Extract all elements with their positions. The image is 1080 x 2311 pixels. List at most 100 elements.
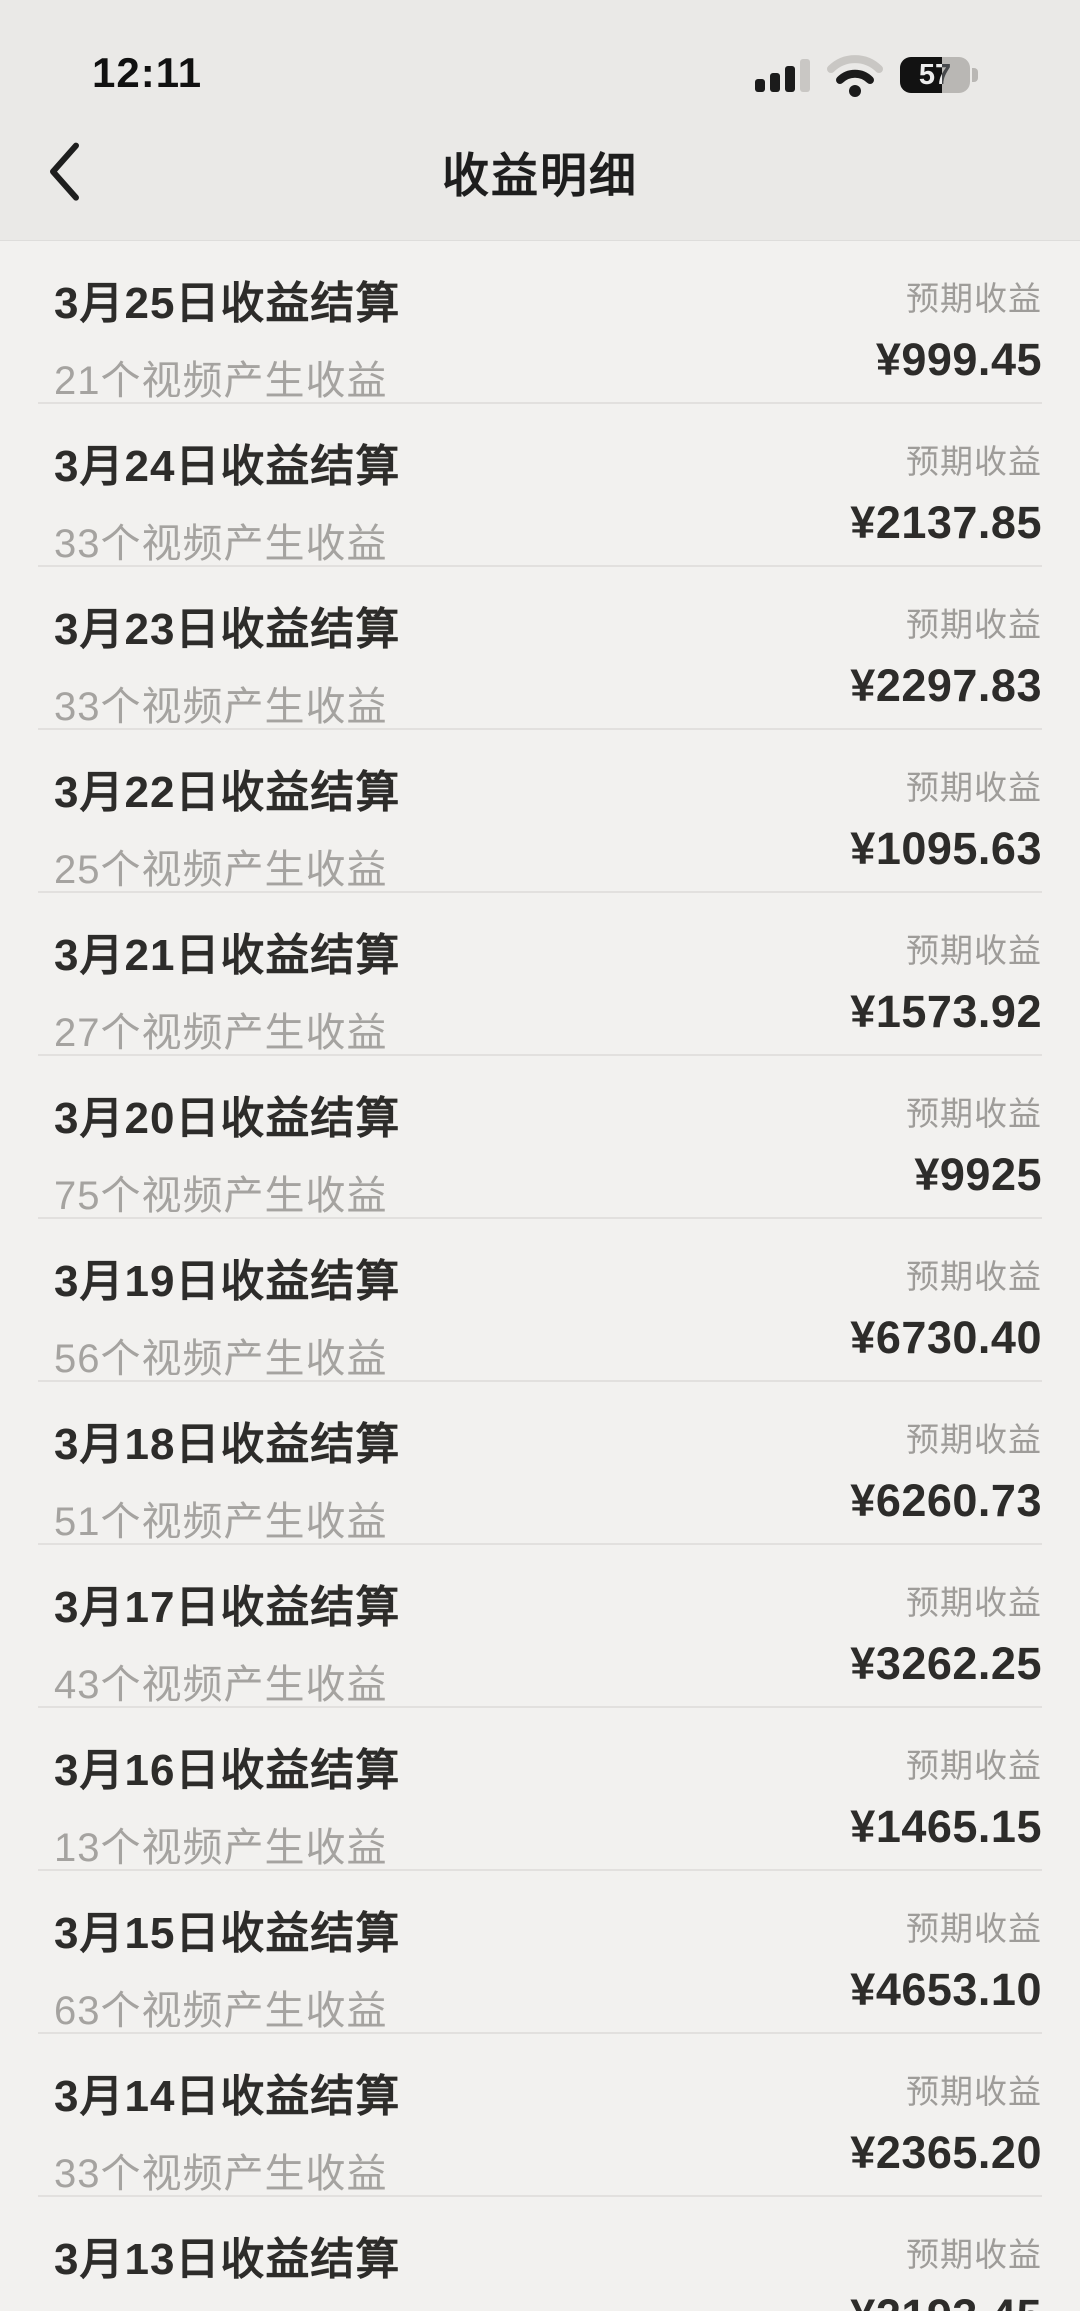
income-row[interactable]: 3月19日收益结算 56个视频产生收益 预期收益 ¥6730.40 — [38, 1219, 1042, 1382]
page-title: 收益明细 — [442, 148, 638, 202]
income-row-right: 预期收益 ¥4653.10 — [850, 1897, 1042, 2032]
income-row-right: 预期收益 ¥6260.73 — [850, 1408, 1042, 1543]
income-row-left: 3月14日收益结算 33个视频产生收益 — [54, 2060, 401, 2196]
income-row-right: 预期收益 ¥2297.83 — [850, 593, 1042, 728]
income-row[interactable]: 3月13日收益结算 34个视频产生收益 预期收益 ¥2193.45 — [38, 2197, 1042, 2311]
back-button[interactable] — [34, 136, 94, 206]
settlement-date: 3月22日收益结算 — [54, 768, 401, 817]
expected-income-amount: ¥1095.63 — [850, 823, 1042, 874]
income-row[interactable]: 3月15日收益结算 63个视频产生收益 预期收益 ¥4653.10 — [38, 1871, 1042, 2034]
income-list: 3月25日收益结算 21个视频产生收益 预期收益 ¥999.45 3月24日收益… — [0, 241, 1080, 2311]
income-row-left: 3月19日收益结算 56个视频产生收益 — [54, 1245, 401, 1381]
income-row[interactable]: 3月18日收益结算 51个视频产生收益 预期收益 ¥6260.73 — [38, 1382, 1042, 1545]
income-row-left: 3月23日收益结算 33个视频产生收益 — [54, 593, 401, 729]
videos-count: 56个视频产生收益 — [54, 1337, 388, 1381]
expected-income-amount: ¥2365.20 — [850, 2127, 1042, 2178]
expected-income-amount: ¥9925 — [914, 1149, 1042, 1200]
income-row[interactable]: 3月24日收益结算 33个视频产生收益 预期收益 ¥2137.85 — [38, 404, 1042, 567]
income-row-left: 3月16日收益结算 13个视频产生收益 — [54, 1734, 401, 1870]
videos-count: 27个视频产生收益 — [54, 1011, 388, 1055]
videos-count: 75个视频产生收益 — [54, 1174, 388, 1218]
expected-income-label: 预期收益 — [906, 606, 1042, 643]
videos-count: 34个视频产生收益 — [54, 2304, 400, 2311]
income-row-right: 预期收益 ¥2193.45 — [850, 2223, 1042, 2311]
expected-income-amount: ¥2193.45 — [850, 2290, 1042, 2311]
income-row-right: 预期收益 ¥2137.85 — [850, 430, 1042, 565]
videos-count: 51个视频产生收益 — [54, 1500, 388, 1544]
videos-count: 33个视频产生收益 — [54, 685, 388, 729]
expected-income-amount: ¥1465.15 — [850, 1801, 1042, 1852]
income-row-right: 预期收益 ¥3262.25 — [850, 1571, 1042, 1706]
expected-income-label: 预期收益 — [906, 1421, 1042, 1458]
cellular-signal-icon — [755, 58, 810, 92]
settlement-date: 3月19日收益结算 — [54, 1257, 401, 1306]
income-row-left: 3月22日收益结算 25个视频产生收益 — [54, 756, 401, 892]
expected-income-amount: ¥2297.83 — [850, 660, 1042, 711]
settlement-date: 3月24日收益结算 — [54, 442, 401, 491]
income-row-right: 预期收益 ¥1465.15 — [850, 1734, 1042, 1869]
expected-income-label: 预期收益 — [906, 769, 1042, 806]
expected-income-label: 预期收益 — [906, 443, 1042, 480]
income-row[interactable]: 3月25日收益结算 21个视频产生收益 预期收益 ¥999.45 — [38, 241, 1042, 404]
expected-income-label: 预期收益 — [906, 1910, 1042, 1947]
status-icons: 57 — [755, 53, 978, 97]
settlement-date: 3月16日收益结算 — [54, 1746, 401, 1795]
income-row-left: 3月17日收益结算 43个视频产生收益 — [54, 1571, 401, 1707]
battery-icon: 57 — [900, 57, 978, 93]
videos-count: 33个视频产生收益 — [54, 522, 388, 566]
nav-bar: 收益明细 — [0, 105, 1080, 240]
battery-percent: 57 — [918, 58, 952, 91]
income-row-right: 预期收益 ¥6730.40 — [850, 1245, 1042, 1380]
income-row-left: 3月20日收益结算 75个视频产生收益 — [54, 1082, 401, 1218]
income-row-right: 预期收益 ¥1573.92 — [850, 919, 1042, 1054]
expected-income-label: 预期收益 — [906, 280, 1042, 317]
income-row[interactable]: 3月21日收益结算 27个视频产生收益 预期收益 ¥1573.92 — [38, 893, 1042, 1056]
income-row[interactable]: 3月16日收益结算 13个视频产生收益 预期收益 ¥1465.15 — [38, 1708, 1042, 1871]
settlement-date: 3月18日收益结算 — [54, 1420, 401, 1469]
income-row[interactable]: 3月23日收益结算 33个视频产生收益 预期收益 ¥2297.83 — [38, 567, 1042, 730]
expected-income-amount: ¥1573.92 — [850, 986, 1042, 1037]
income-row[interactable]: 3月22日收益结算 25个视频产生收益 预期收益 ¥1095.63 — [38, 730, 1042, 893]
income-row[interactable]: 3月17日收益结算 43个视频产生收益 预期收益 ¥3262.25 — [38, 1545, 1042, 1708]
income-row-right: 预期收益 ¥2365.20 — [850, 2060, 1042, 2195]
income-row-left: 3月18日收益结算 51个视频产生收益 — [54, 1408, 401, 1544]
videos-count: 21个视频产生收益 — [54, 359, 388, 403]
settlement-date: 3月17日收益结算 — [54, 1583, 401, 1632]
expected-income-label: 预期收益 — [906, 1095, 1042, 1132]
settlement-date: 3月15日收益结算 — [54, 1909, 401, 1958]
expected-income-amount: ¥6730.40 — [850, 1312, 1042, 1363]
settlement-date: 3月25日收益结算 — [54, 279, 401, 328]
expected-income-amount: ¥6260.73 — [850, 1475, 1042, 1526]
income-row-right: 预期收益 ¥9925 — [906, 1082, 1042, 1217]
expected-income-amount: ¥999.45 — [875, 334, 1042, 385]
expected-income-amount: ¥3262.25 — [850, 1638, 1042, 1689]
income-row[interactable]: 3月20日收益结算 75个视频产生收益 预期收益 ¥9925 — [38, 1056, 1042, 1219]
settlement-date: 3月14日收益结算 — [54, 2072, 401, 2121]
top-chrome: 12:11 57 — [0, 0, 1080, 241]
status-time: 12:11 — [92, 49, 203, 96]
income-row[interactable]: 3月14日收益结算 33个视频产生收益 预期收益 ¥2365.20 — [38, 2034, 1042, 2197]
settlement-date: 3月21日收益结算 — [54, 931, 401, 980]
expected-income-label: 预期收益 — [906, 2236, 1042, 2273]
settlement-date: 3月13日收益结算 — [54, 2235, 401, 2284]
income-row-right: 预期收益 ¥1095.63 — [850, 756, 1042, 891]
chevron-left-icon — [50, 142, 79, 201]
expected-income-label: 预期收益 — [906, 1747, 1042, 1784]
expected-income-label: 预期收益 — [906, 932, 1042, 969]
videos-count: 63个视频产生收益 — [54, 1989, 388, 2033]
videos-count: 33个视频产生收益 — [54, 2152, 388, 2196]
expected-income-amount: ¥2137.85 — [850, 497, 1042, 548]
income-row-left: 3月24日收益结算 33个视频产生收益 — [54, 430, 401, 566]
expected-income-label: 预期收益 — [906, 1584, 1042, 1621]
expected-income-label: 预期收益 — [906, 2073, 1042, 2110]
income-row-left: 3月25日收益结算 21个视频产生收益 — [54, 267, 401, 403]
videos-count: 25个视频产生收益 — [54, 848, 388, 892]
income-row-left: 3月21日收益结算 27个视频产生收益 — [54, 919, 401, 1055]
income-row-right: 预期收益 ¥999.45 — [876, 267, 1042, 402]
wifi-icon — [827, 55, 883, 97]
income-row-left: 3月15日收益结算 63个视频产生收益 — [54, 1897, 401, 2033]
expected-income-label: 预期收益 — [906, 1258, 1042, 1295]
settlement-date: 3月23日收益结算 — [54, 605, 401, 654]
settlement-date: 3月20日收益结算 — [54, 1094, 401, 1143]
